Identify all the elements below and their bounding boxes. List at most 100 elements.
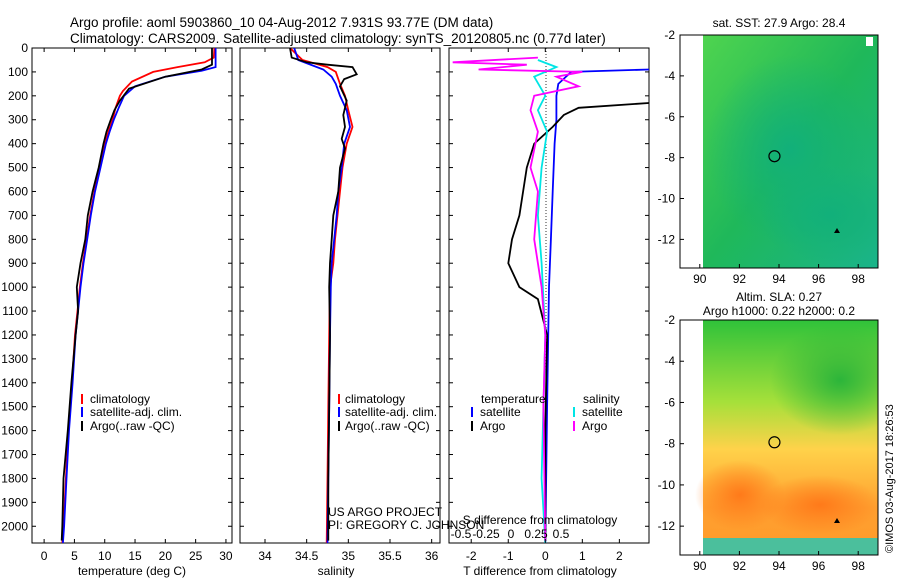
series-line-argo-raw-qc- bbox=[289, 48, 359, 541]
x-tick-label-s: -0.5 bbox=[451, 527, 472, 541]
sst-map-title: sat. SST: 27.9 Argo: 28.4 bbox=[713, 16, 846, 30]
difference-x-ticks: -2 -1 0 1 2 -0.5 -0.25 0 0.25 0.5 bbox=[451, 48, 623, 563]
y-tick-label: 800 bbox=[8, 232, 28, 246]
legend-title-salinity: salinity bbox=[583, 392, 620, 406]
sla-map-ticks: 90 92 94 96 98 -2 -4 -6 -8 -10 -12 bbox=[658, 313, 866, 573]
x-tick-label-s: 0.5 bbox=[553, 527, 570, 541]
legend-label-t-argo: Argo bbox=[480, 419, 506, 433]
y-tick-label: 200 bbox=[8, 89, 28, 103]
y-tick-label: 1800 bbox=[1, 471, 28, 485]
x-tick-label: 0 bbox=[41, 549, 48, 563]
sst-island-marker bbox=[834, 228, 840, 233]
map-x-tick-label: 94 bbox=[772, 272, 786, 286]
x-tick-label: -2 bbox=[466, 549, 477, 563]
sst-heatmap bbox=[680, 35, 878, 268]
map-y-tick-label: -4 bbox=[664, 354, 675, 368]
y-tick-label: 900 bbox=[8, 256, 28, 270]
x-tick-label: 35.5 bbox=[378, 549, 402, 563]
map-y-tick-label: -4 bbox=[664, 69, 675, 83]
x-tick-label-s: 0.25 bbox=[524, 527, 548, 541]
salinity-axis-label: salinity bbox=[318, 564, 355, 578]
y-tick-label: 1200 bbox=[1, 328, 28, 342]
x-tick-label: 25 bbox=[189, 549, 203, 563]
credit-project: US ARGO PROJECT bbox=[328, 505, 443, 519]
map-y-tick-label: -12 bbox=[658, 232, 676, 246]
x-tick-label-s: 0 bbox=[508, 527, 515, 541]
salinity-series bbox=[289, 48, 359, 543]
map-x-tick-label: 90 bbox=[693, 272, 707, 286]
y-tick-label: 1500 bbox=[1, 400, 28, 414]
legend-label-argo: Argo(..raw -QC) bbox=[90, 419, 175, 433]
map-x-tick-label: 98 bbox=[852, 272, 866, 286]
y-tick-label: 700 bbox=[8, 208, 28, 222]
x-tick-label: 34 bbox=[258, 549, 272, 563]
x-tick-label: 0 bbox=[542, 549, 549, 563]
sla-map-title-line1: Altim. SLA: 0.27 bbox=[736, 290, 822, 304]
map-x-tick-label: 96 bbox=[812, 559, 826, 573]
sst-map-ticks: 90 92 94 96 98 -2 -4 -6 -8 -10 -12 bbox=[658, 28, 866, 286]
salinity-plot-frame bbox=[239, 47, 441, 544]
x-tick-label: 5 bbox=[71, 549, 78, 563]
temperature-series bbox=[60, 48, 217, 543]
legend-label-satellite: satellite-adj. clim. bbox=[345, 405, 437, 419]
legend-label-argo: Argo(..raw -QC) bbox=[345, 419, 430, 433]
credit-pi: PI: GREGORY C. JOHNSON bbox=[328, 518, 484, 532]
x-tick-label: 10 bbox=[98, 549, 112, 563]
sst-float-marker bbox=[768, 150, 781, 163]
sla-high-patch bbox=[760, 475, 878, 535]
map-y-tick-label: -8 bbox=[664, 437, 675, 451]
y-tick-label: 1600 bbox=[1, 424, 28, 438]
map-x-tick-label: 94 bbox=[772, 559, 786, 573]
map-y-tick-label: -2 bbox=[664, 28, 675, 42]
sst-cool-patch bbox=[760, 165, 878, 265]
figure-title-line2: Climatology: CARS2009. Satellite-adjuste… bbox=[70, 31, 606, 46]
y-tick-label: 1900 bbox=[1, 495, 28, 509]
difference-legend: temperature salinity satellite Argo sate… bbox=[471, 392, 623, 433]
x-tick-label: 20 bbox=[159, 549, 173, 563]
x-tick-label: 34.5 bbox=[295, 549, 319, 563]
difference-axis-label-T: T difference from climatology bbox=[463, 564, 617, 578]
sla-low-strip bbox=[703, 538, 878, 555]
salinity-legend: climatology satellite-adj. clim. Argo(..… bbox=[328, 392, 484, 532]
x-tick-label: 2 bbox=[616, 549, 623, 563]
legend-label-climatology: climatology bbox=[345, 392, 405, 406]
x-tick-label: 35 bbox=[342, 549, 356, 563]
legend-title-temperature: temperature bbox=[481, 392, 546, 406]
map-x-tick-label: 98 bbox=[852, 559, 866, 573]
salinity-x-ticks: 34 34.5 35 35.5 36 bbox=[258, 48, 439, 563]
map-x-tick-label: 90 bbox=[693, 559, 707, 573]
map-y-tick-label: -8 bbox=[664, 151, 675, 165]
legend-label-s-satellite: satellite bbox=[582, 405, 623, 419]
map-y-tick-label: -10 bbox=[658, 478, 676, 492]
series-line-argo-raw-qc- bbox=[60, 48, 213, 541]
y-tick-label: 1700 bbox=[1, 448, 28, 462]
y-tick-label: 2000 bbox=[1, 519, 28, 533]
map-y-tick-label: -10 bbox=[658, 192, 676, 206]
figure-title-line1: Argo profile: aoml 5903860_10 04-Aug-201… bbox=[70, 15, 493, 30]
y-tick-label: 1000 bbox=[1, 280, 28, 294]
difference-series bbox=[452, 48, 649, 543]
y-tick-label: 1300 bbox=[1, 352, 28, 366]
map-y-tick-label: -12 bbox=[658, 519, 676, 533]
x-tick-label: -1 bbox=[503, 549, 514, 563]
sla-map-title-line2: Argo h1000: 0.22 h2000: 0.2 bbox=[703, 304, 855, 318]
y-tick-label: 300 bbox=[8, 113, 28, 127]
y-tick-label: 100 bbox=[8, 65, 28, 79]
map-y-tick-label: -6 bbox=[664, 395, 675, 409]
x-tick-label: 36 bbox=[425, 549, 439, 563]
map-x-tick-label: 92 bbox=[733, 559, 747, 573]
y-tick-label: 600 bbox=[8, 184, 28, 198]
map-x-tick-label: 92 bbox=[733, 272, 747, 286]
difference-axis-label-S: S difference from climatology bbox=[463, 513, 618, 527]
temperature-axis-label: temperature (deg C) bbox=[78, 564, 186, 578]
y-tick-label: 400 bbox=[8, 137, 28, 151]
x-tick-label: 15 bbox=[128, 549, 142, 563]
y-tick-label: 1400 bbox=[1, 376, 28, 390]
series-line-salinity-argo bbox=[452, 56, 583, 541]
sla-heatmap bbox=[680, 320, 878, 555]
map-y-tick-label: -6 bbox=[664, 110, 675, 124]
temperature-legend: climatology satellite-adj. clim. Argo(..… bbox=[81, 392, 182, 433]
y-tick-label: 500 bbox=[8, 161, 28, 175]
map-y-tick-label: -2 bbox=[664, 313, 675, 327]
